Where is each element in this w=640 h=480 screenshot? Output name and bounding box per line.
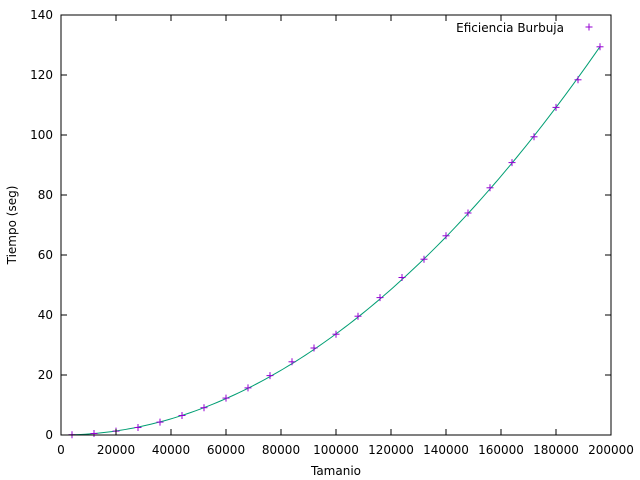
- x-axis-label: Tamanio: [310, 464, 361, 478]
- y-tick-label: 80: [38, 188, 53, 202]
- x-tick-label: 140000: [423, 443, 469, 457]
- x-tick-label: 20000: [97, 443, 135, 457]
- legend: Eficiencia Burbuja: [456, 21, 593, 35]
- y-tick-label: 20: [38, 368, 53, 382]
- data-point: [398, 274, 406, 281]
- x-tick-label: 40000: [152, 443, 190, 457]
- data-point: [266, 372, 274, 380]
- data-points-layer: [68, 43, 604, 439]
- legend-label-eficiencia-burbuja: Eficiencia Burbuja: [456, 21, 564, 35]
- data-point: [574, 76, 582, 84]
- x-tick-label: 120000: [368, 443, 414, 457]
- data-point: [354, 312, 362, 320]
- data-point: [332, 330, 340, 338]
- y-tick-label: 40: [38, 308, 53, 322]
- x-tick-label: 0: [57, 443, 65, 457]
- data-point: [442, 232, 450, 240]
- data-point: [530, 133, 538, 141]
- x-tick-label: 200000: [588, 443, 634, 457]
- x-tick-label: 60000: [207, 443, 245, 457]
- data-point: [200, 404, 208, 412]
- data-point: [486, 184, 494, 192]
- data-point: [508, 159, 516, 167]
- data-point: [90, 430, 98, 437]
- data-point: [244, 384, 252, 392]
- legend-marker-plus-icon: [585, 23, 593, 31]
- y-tick-label: 120: [30, 68, 53, 82]
- data-point: [376, 294, 384, 302]
- x-tick-label: 160000: [478, 443, 524, 457]
- y-tick-label: 60: [38, 248, 53, 262]
- data-point: [596, 43, 604, 51]
- fit-curve-layer: [71, 46, 601, 436]
- x-tick-label: 100000: [313, 443, 359, 457]
- x-tick-label: 80000: [262, 443, 300, 457]
- data-point: [310, 344, 318, 352]
- data-point: [464, 209, 472, 217]
- data-point: [552, 103, 560, 111]
- fit-curve-line: [71, 46, 601, 436]
- y-tick-label: 100: [30, 128, 53, 142]
- data-point: [420, 255, 428, 263]
- y-tick-label: 0: [45, 428, 53, 442]
- x-tick-label: 180000: [533, 443, 579, 457]
- data-point: [134, 424, 142, 431]
- data-point: [178, 412, 186, 419]
- data-point: [156, 418, 164, 426]
- axis-ticks: 0 20000 40000 60000 80000 100000 120000 140000 1…: [30, 8, 634, 457]
- data-point: [222, 394, 230, 402]
- data-point: [288, 358, 296, 366]
- y-axis-label: Tiempo (seg): [5, 186, 19, 266]
- y-tick-label: 140: [30, 8, 53, 22]
- plot-frame: [60, 14, 612, 436]
